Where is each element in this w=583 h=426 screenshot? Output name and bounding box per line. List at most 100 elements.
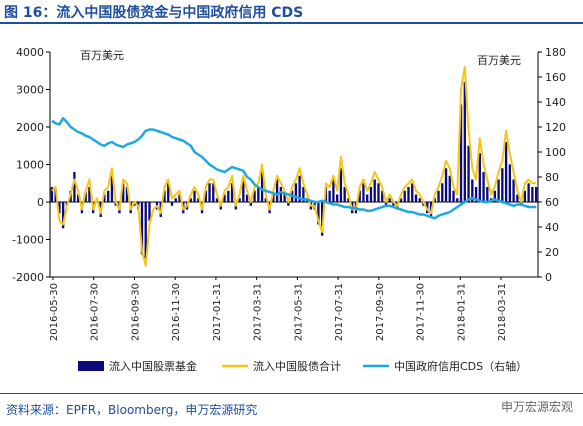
x-axis-tick-label: 2017-09-30 [375, 283, 386, 341]
equity-flow-bar [381, 190, 384, 202]
equity-flow-bar [238, 198, 241, 202]
equity-flow-bar [272, 194, 275, 202]
equity-flow-bar [336, 194, 339, 202]
x-axis-tick-label: 2016-11-30 [171, 283, 182, 341]
equity-flow-bar [253, 190, 256, 202]
equity-flow-bar [452, 190, 455, 202]
equity-flow-bar [482, 172, 485, 202]
equity-flow-bar [212, 183, 215, 202]
equity-flow-bar [497, 179, 500, 202]
equity-flow-bar [448, 175, 451, 202]
x-axis-tick-label: 2016-05-30 [49, 283, 60, 341]
legend-label-equity: 流入中国股票基金 [109, 359, 197, 373]
left-axis-tick-label: 3000 [16, 84, 44, 97]
equity-flow-bar [486, 187, 489, 202]
title-divider [0, 22, 583, 24]
right-axis-tick-label: 140 [545, 96, 566, 109]
equity-flow-bar [148, 202, 151, 221]
equity-flow-bar [444, 168, 448, 202]
equity-flow-bar [302, 187, 305, 202]
equity-flow-bar [122, 183, 125, 202]
equity-flow-bar [215, 198, 219, 202]
equity-flow-bar [249, 202, 252, 206]
right-axis-tick-label: 160 [545, 71, 566, 84]
equity-flow-bar [366, 194, 369, 202]
right-axis-tick-label: 120 [545, 121, 566, 134]
equity-flow-bar [84, 192, 87, 202]
source-note: 资料来源：EPFR，Bloomberg，申万宏源研究 [6, 403, 258, 417]
equity-flow-bar [163, 190, 166, 202]
right-axis-tick-label: 0 [545, 271, 552, 284]
left-axis-tick-label: 2000 [16, 121, 44, 134]
equity-flow-bar [170, 202, 174, 206]
x-axis-tick-label: 2017-05-31 [293, 283, 304, 341]
equity-flow-bar [369, 187, 373, 202]
equity-flow-bar [242, 179, 245, 202]
equity-flow-bar [388, 198, 391, 202]
equity-flow-bar [125, 187, 129, 202]
equity-flow-bar [144, 202, 147, 259]
equity-flow-bar [167, 183, 170, 202]
equity-flow-bar [339, 168, 343, 202]
right-axis-tick-label: 20 [545, 246, 559, 259]
equity-flow-bar [279, 187, 283, 202]
equity-flow-bar [275, 179, 279, 202]
legend-label-cds: 中国政府信用CDS（右轴） [394, 359, 527, 373]
equity-flow-bar [298, 175, 301, 202]
right-axis-tick-label: 40 [545, 221, 559, 234]
x-axis-tick-label: 2017-01-31 [212, 283, 223, 341]
equity-flow-bar [403, 190, 406, 202]
equity-flow-bar [433, 198, 436, 202]
equity-flow-bar [208, 183, 211, 202]
equity-flow-bar [531, 187, 534, 202]
x-axis-tick-label: 2017-07-31 [334, 283, 345, 341]
equity-flow-bar [230, 183, 234, 202]
equity-flow-bar [493, 190, 496, 202]
equity-flow-bar [407, 187, 410, 202]
equity-flow-bar [437, 190, 440, 202]
equity-flow-bar [317, 202, 320, 225]
equity-flow-bar [193, 190, 196, 202]
equity-flow-bar [456, 198, 459, 202]
equity-flow-bar [110, 175, 114, 202]
equity-flow-bar [411, 183, 414, 202]
equity-flow-bar [88, 187, 91, 202]
equity-flow-bar [516, 194, 519, 202]
equity-flow-bar [107, 190, 110, 202]
equity-flow-bar [347, 198, 350, 202]
equity-flow-bar [73, 172, 76, 202]
chart-svg: -2000 -1000 0 1000 2000 3000 4000 0 20 40 60 80 100 1… [12, 46, 566, 373]
left-axis-tick-label: 0 [37, 196, 44, 209]
right-axis-tick-label: 80 [545, 171, 559, 184]
equity-flow-bar [527, 183, 530, 202]
equity-flow-bar [50, 187, 54, 202]
equity-flow-bar [264, 198, 268, 202]
equity-flow-bar [294, 183, 298, 202]
equity-flow-bar [418, 198, 421, 202]
equity-flow-bar [373, 179, 376, 202]
equity-flow-bar [471, 179, 474, 202]
equity-flow-bar [152, 202, 155, 203]
equity-flow-bar [474, 187, 478, 202]
equity-flow-bar [501, 168, 504, 202]
legend-swatch-equity [78, 361, 104, 371]
equity-flow-bar [478, 153, 481, 202]
source-divider [0, 393, 583, 394]
equity-flow-bar [245, 194, 249, 202]
right-axis-tick-label: 180 [545, 46, 566, 59]
figure-title: 图 16：流入中国股债资金与中国政府信用 CDS [4, 5, 304, 21]
equity-flow-bar [508, 164, 512, 202]
left-axis-tick-label: -2000 [12, 271, 44, 284]
equity-flow-bar [174, 198, 177, 202]
x-axis-tick-label: 2016-09-30 [130, 283, 141, 341]
equity-flow-bar [377, 183, 380, 202]
equity-flow-bar [384, 202, 388, 206]
equity-flow-bar [358, 190, 361, 202]
equity-flow-bar [76, 194, 80, 202]
bond-total-series-line [51, 66, 537, 267]
equity-flow-bar [178, 194, 181, 202]
equity-flow-bar [257, 187, 260, 202]
equity-flow-bar [227, 190, 230, 202]
legend-label-bond: 流入中国股债合计 [253, 359, 341, 373]
equity-flow-bar [459, 104, 463, 202]
